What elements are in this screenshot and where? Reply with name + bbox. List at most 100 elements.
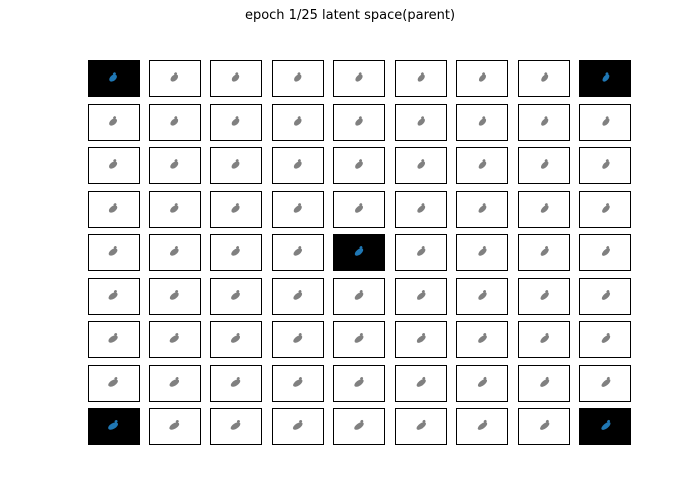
sample-shape xyxy=(231,205,240,213)
sample-shape xyxy=(293,205,302,213)
sample-cell xyxy=(333,408,385,445)
sample-shape xyxy=(230,379,241,387)
sample-shape xyxy=(169,335,179,343)
sample-shape-canvas xyxy=(108,290,118,300)
sample-shape xyxy=(170,118,179,126)
sample-cell xyxy=(210,278,262,315)
sample-cell xyxy=(518,60,570,97)
sample-shape-tip xyxy=(482,72,485,76)
sample-shape-canvas xyxy=(293,116,302,126)
sample-shape-canvas xyxy=(355,72,363,82)
sample-shape-canvas xyxy=(540,419,550,430)
sample-shape-canvas xyxy=(601,290,611,300)
sample-cell xyxy=(518,321,570,358)
sample-cell xyxy=(149,278,201,315)
sample-shape-tip xyxy=(298,203,301,206)
sample-shape xyxy=(417,118,425,126)
sample-shape-canvas xyxy=(294,72,302,82)
sample-shape-tip xyxy=(605,116,609,120)
sample-shape-tip xyxy=(235,159,239,163)
sample-shape-tip xyxy=(359,333,363,336)
sample-shape-canvas xyxy=(231,203,240,213)
sample-cell xyxy=(518,278,570,315)
sample-shape xyxy=(417,74,425,82)
sample-shape-canvas xyxy=(478,246,487,256)
sample-shape-tip xyxy=(545,419,549,423)
sample-shape xyxy=(540,335,550,343)
sample-shape xyxy=(601,422,611,430)
sample-cell xyxy=(579,365,631,402)
sample-shape-tip xyxy=(483,377,487,380)
sample-shape xyxy=(602,161,610,169)
sample-shape xyxy=(169,422,180,430)
sample-shape-canvas xyxy=(478,290,487,300)
sample-shape xyxy=(540,292,549,300)
sample-shape-canvas xyxy=(293,377,303,387)
sample-shape-canvas xyxy=(109,72,117,82)
sample-shape xyxy=(416,422,426,430)
sample-shape xyxy=(477,379,487,387)
sample-shape-tip xyxy=(421,159,425,163)
figure-title: epoch 1/25 latent space(parent) xyxy=(244,8,456,23)
sample-cell xyxy=(210,60,262,97)
sample-shape-canvas xyxy=(108,159,118,169)
sample-shape-tip xyxy=(544,116,548,120)
sample-shape-canvas xyxy=(478,203,487,213)
sample-shape-canvas xyxy=(478,159,487,169)
sample-shape xyxy=(169,292,179,300)
highlighted-sample-cell xyxy=(579,408,631,445)
sample-shape xyxy=(417,161,426,169)
sample-shape-canvas xyxy=(109,116,117,126)
sample-shape-canvas xyxy=(169,290,179,300)
sample-shape-tip xyxy=(606,290,610,293)
sample-shape-tip xyxy=(544,159,548,163)
sample-shape-canvas xyxy=(541,116,549,126)
sample-shape xyxy=(169,379,180,387)
sample-shape xyxy=(108,379,118,387)
sample-shape-canvas xyxy=(354,290,364,300)
sample-shape xyxy=(478,248,487,256)
highlighted-sample-cell xyxy=(88,408,140,445)
sample-cell xyxy=(272,365,324,402)
sample-shape-canvas xyxy=(108,203,118,213)
sample-shape xyxy=(355,74,363,82)
sample-cell xyxy=(88,191,140,228)
highlighted-sample-cell xyxy=(88,60,140,97)
sample-shape xyxy=(478,335,487,343)
sample-shape-tip xyxy=(545,246,548,249)
sample-shape-tip xyxy=(113,159,117,162)
sample-cell xyxy=(210,321,262,358)
sample-cell xyxy=(149,104,201,141)
sample-shape-tip xyxy=(607,419,610,423)
sample-cell xyxy=(456,234,508,271)
sample-cell xyxy=(518,408,570,445)
sample-shape-canvas xyxy=(601,246,610,256)
sample-cell xyxy=(272,60,324,97)
sample-shape xyxy=(293,118,302,126)
sample-shape-canvas xyxy=(354,333,364,343)
sample-cell xyxy=(579,147,631,184)
sample-cell xyxy=(272,234,324,271)
sample-shape-tip xyxy=(606,376,610,380)
sample-shape-tip xyxy=(112,72,116,76)
sample-shape-tip xyxy=(235,72,239,76)
sample-shape-canvas xyxy=(293,333,303,343)
sample-shape-tip xyxy=(483,290,486,293)
sample-shape-canvas xyxy=(231,290,240,300)
sample-shape xyxy=(108,422,119,430)
sample-shape xyxy=(416,292,426,300)
sample-shape xyxy=(170,74,179,82)
sample-shape-tip xyxy=(114,377,118,380)
sample-shape-canvas xyxy=(540,290,549,300)
sample-shape xyxy=(478,161,487,169)
sample-shape xyxy=(417,205,426,213)
sample-shape xyxy=(231,292,240,300)
sample-shape xyxy=(108,205,118,213)
sample-cell xyxy=(518,104,570,141)
sample-shape-tip xyxy=(298,377,302,380)
sample-cell xyxy=(579,234,631,271)
sample-shape xyxy=(170,161,179,169)
sample-shape-canvas xyxy=(108,377,118,387)
sample-shape-tip xyxy=(482,116,486,120)
sample-cell xyxy=(333,278,385,315)
